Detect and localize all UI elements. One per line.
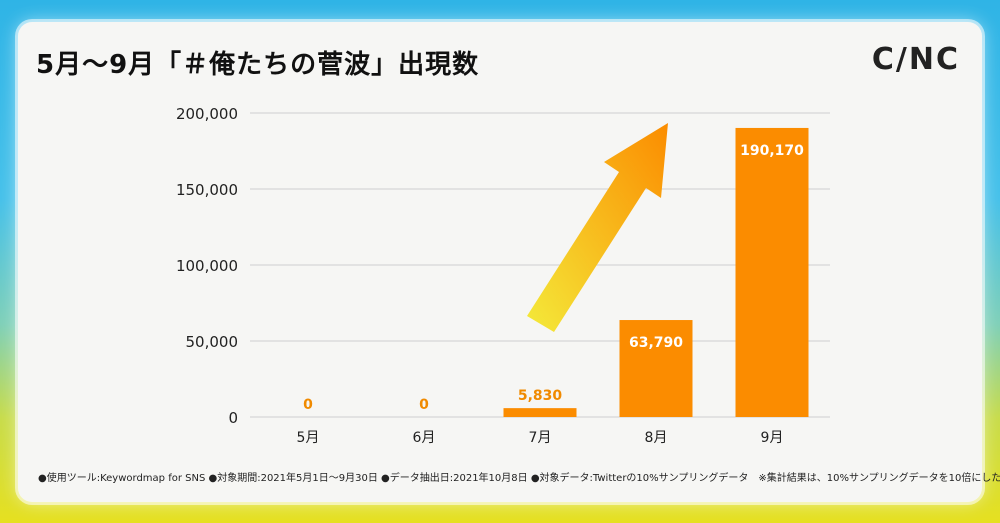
bar [619,320,693,417]
y-tick-label: 100,000 [176,257,238,275]
chart-title: 5月〜9月「＃俺たちの菅波」出現数 [36,50,480,80]
bar [503,408,577,417]
value-label: 0 [419,397,429,413]
y-tick-label: 50,000 [186,333,239,351]
value-labels: 0 0 5,830 63,790 190,170 [303,143,804,413]
y-tick-label: 0 [228,409,238,427]
value-label: 5,830 [518,388,563,404]
x-tick-label: 6月 [413,430,436,446]
grid-lines [250,112,830,418]
y-axis-ticks: 0 50,000 100,000 150,000 200,000 [176,105,238,427]
value-label: 190,170 [740,143,804,159]
value-label: 63,790 [629,335,683,351]
x-tick-label: 8月 [645,430,668,446]
value-label: 0 [303,397,313,413]
x-axis-ticks: 5月 6月 7月 8月 9月 [297,430,784,446]
trend-arrow [527,123,668,332]
x-tick-label: 7月 [529,430,552,446]
x-tick-label: 9月 [761,430,784,446]
up-arrow-shape [527,123,668,332]
bars [503,127,809,418]
y-tick-label: 200,000 [176,105,238,123]
y-tick-label: 150,000 [176,181,238,199]
x-tick-label: 5月 [297,430,320,446]
chart-panel [18,22,982,502]
brand-logo: C/NC [871,42,960,77]
footnote: ●使用ツール:Keywordmap for SNS ●対象期間:2021年5月1… [38,473,1000,484]
bar [735,127,809,418]
